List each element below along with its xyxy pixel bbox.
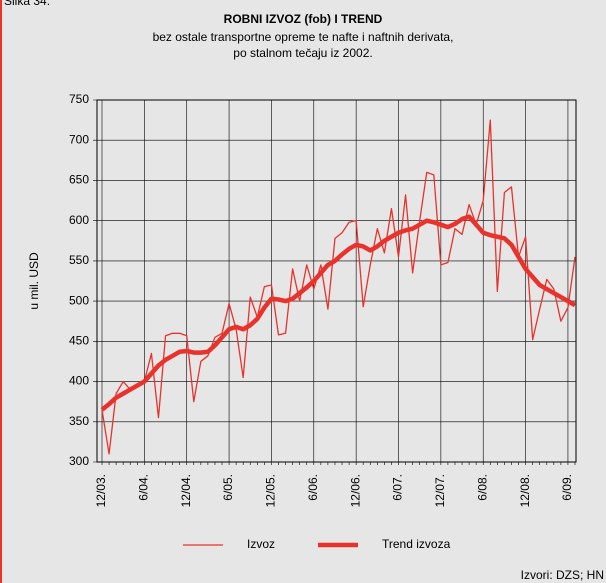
y-tick-label: 700 [69, 132, 89, 146]
data-line [101, 119, 576, 455]
y-tick-label: 450 [69, 334, 89, 348]
chart-subtitle: po stalnom tečaju iz 2002. [233, 46, 372, 60]
x-tick-label: 12/08. [518, 474, 532, 507]
source: Izvori: DZS; HN [521, 568, 604, 582]
y-tick-label: 600 [69, 213, 89, 227]
chart-subtitle: bez ostale transportne opreme te nafte i… [153, 30, 454, 44]
x-tick-label: 6/04. [137, 474, 151, 501]
data-line [100, 214, 577, 412]
y-tick-label: 300 [69, 454, 89, 468]
legend-label: Izvoz [247, 537, 275, 551]
x-tick-label: 12/07. [433, 474, 447, 507]
y-tick-label: 400 [69, 374, 89, 388]
y-tick-label: 650 [69, 173, 89, 187]
y-tick-label: 500 [69, 293, 89, 307]
x-tick-label: 12/04. [179, 474, 193, 507]
x-tick-label: 6/09. [560, 474, 574, 501]
y-axis-label: u mil. USD [27, 252, 41, 310]
y-tick-label: 550 [69, 253, 89, 267]
x-tick-label: 12/06. [348, 474, 362, 507]
chart-title: ROBNI IZVOZ (fob) I TREND [224, 12, 383, 26]
x-tick-label: 6/06. [306, 474, 320, 501]
x-tick-label: 6/05. [221, 474, 235, 501]
x-tick-label: 6/07. [391, 474, 405, 501]
x-tick-label: 6/08. [475, 474, 489, 501]
y-tick-label: 750 [69, 92, 89, 106]
legend-label: Trend izvoza [382, 537, 451, 551]
x-tick-label: 12/05. [264, 474, 278, 507]
plot-frame [96, 99, 577, 463]
y-tick-label: 350 [69, 414, 89, 428]
caption: Slika 34. [4, 0, 50, 8]
x-tick-label: 12/03. [94, 474, 108, 507]
